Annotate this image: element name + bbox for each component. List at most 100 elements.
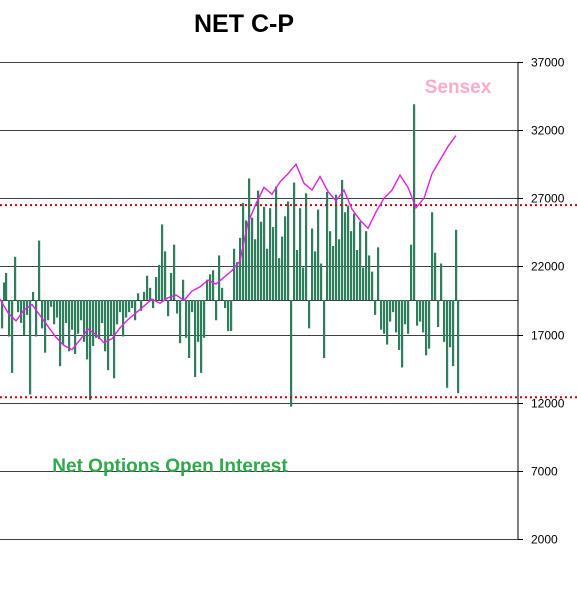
net-oi-bar — [206, 279, 209, 300]
net-oi-bar — [155, 277, 158, 300]
net-oi-bar — [14, 256, 17, 300]
net-oi-bar — [209, 274, 212, 300]
net-oi-bars — [1, 104, 460, 407]
net-oi-bar — [443, 300, 446, 342]
net-oi-bar — [299, 208, 302, 300]
net-oi-bar — [422, 300, 425, 333]
net-oi-bar — [350, 231, 353, 300]
net-oi-bar — [416, 300, 419, 326]
net-oi-bar — [194, 300, 197, 377]
net-oi-bar — [176, 300, 179, 314]
net-oi-bar — [236, 262, 239, 300]
net-oi-bar — [71, 300, 74, 330]
net-oi-bar — [230, 300, 233, 332]
net-oi-bar — [434, 252, 437, 300]
net-oi-bar — [128, 300, 131, 313]
chart-title: NET C-P — [194, 10, 294, 38]
net-oi-bar — [272, 227, 275, 300]
net-oi-bar — [245, 220, 248, 300]
net-oi-bar — [266, 248, 269, 300]
net-oi-bar — [65, 300, 68, 323]
net-oi-bar — [377, 247, 380, 300]
net-oi-bar — [440, 263, 443, 300]
net-oi-bar — [50, 300, 53, 307]
net-oi-bar — [218, 255, 221, 300]
net-oi-bar — [179, 300, 182, 344]
net-oi-bar — [17, 300, 20, 313]
net-oi-bar — [419, 300, 422, 322]
net-oi-bar — [164, 251, 167, 300]
net-oi-bar — [269, 208, 272, 300]
net-oi-bar — [251, 217, 254, 300]
net-oi-bar — [95, 300, 98, 338]
net-oi-bar — [23, 300, 26, 336]
net-oi-bar — [197, 300, 200, 342]
net-oi-bar — [257, 190, 260, 300]
net-oi-bar — [170, 273, 173, 300]
reference-lines — [0, 204, 577, 399]
net-oi-bar — [275, 186, 278, 300]
net-oi-bar — [308, 300, 311, 329]
net-oi-bar — [149, 287, 152, 300]
net-oi-bar — [158, 264, 161, 300]
net-oi-bar — [317, 209, 320, 300]
net-oi-bar — [146, 275, 149, 300]
axis-tick-label: 2000 — [531, 533, 558, 547]
net-oi-bar — [113, 300, 116, 379]
axis-tick-label: 27000 — [531, 192, 565, 206]
net-oi-bar — [392, 300, 395, 313]
net-oi-bar — [260, 221, 263, 300]
net-oi-bar — [3, 282, 6, 300]
net-oi-bar — [11, 300, 14, 373]
net-oi-bar — [188, 300, 191, 359]
net-oi-bar — [398, 300, 401, 350]
net-oi-bar — [386, 300, 389, 345]
net-oi-bar — [359, 221, 362, 300]
net-oi-bar — [407, 300, 410, 334]
net-oi-bar — [320, 263, 323, 300]
net-oi-bar — [368, 255, 371, 300]
net-oi-bar — [215, 300, 218, 321]
net-oi-bar — [182, 279, 185, 300]
net-oi-bar — [404, 300, 407, 325]
net-oi-bar — [62, 300, 65, 345]
net-oi-bar — [185, 300, 188, 338]
net-oi-bar — [410, 244, 413, 300]
net-oi-bar — [233, 248, 236, 300]
sensex-legend-label: Sensex — [425, 77, 492, 98]
net-oi-bar — [98, 300, 101, 340]
net-oi-bar — [140, 300, 143, 311]
net-oi-bar — [365, 231, 368, 300]
net-oi-bar — [122, 300, 125, 337]
net-oi-bar — [224, 300, 227, 309]
net-oi-bar — [248, 178, 251, 300]
net-oi-bar — [239, 237, 242, 300]
net-oi-bar — [53, 300, 56, 325]
net-oi-bar — [395, 300, 398, 333]
net-oi-bar — [353, 213, 356, 300]
axis-tick-label: 32000 — [531, 124, 565, 138]
net-oi-bar — [47, 300, 50, 321]
net-oi-bar — [278, 258, 281, 300]
net-oi-bar — [221, 287, 224, 300]
net-oi-bar — [323, 300, 326, 359]
net-oi-bar — [263, 206, 266, 300]
net-oi-bar — [104, 300, 107, 352]
net-oi-bar — [455, 229, 458, 300]
net-oi-bar — [56, 300, 59, 318]
net-oi-bar — [119, 300, 122, 313]
axis-tick-label: 7000 — [531, 465, 558, 479]
net-oi-bar — [284, 216, 287, 300]
right-axis: 37000 32000 27000 22000 17000 12000 7000 2000 — [517, 56, 565, 547]
net-oi-bar — [428, 300, 431, 349]
net-oi-bar — [68, 300, 71, 352]
net-oi-bar — [281, 236, 284, 300]
net-oi-bar — [335, 194, 338, 300]
net-oi-bar — [203, 300, 206, 338]
net-oi-bar — [311, 228, 314, 300]
net-oi-bar — [431, 212, 434, 300]
net-oi-bar — [449, 300, 452, 348]
net-oi-bar — [29, 300, 32, 395]
net-oi-bar — [326, 192, 329, 300]
